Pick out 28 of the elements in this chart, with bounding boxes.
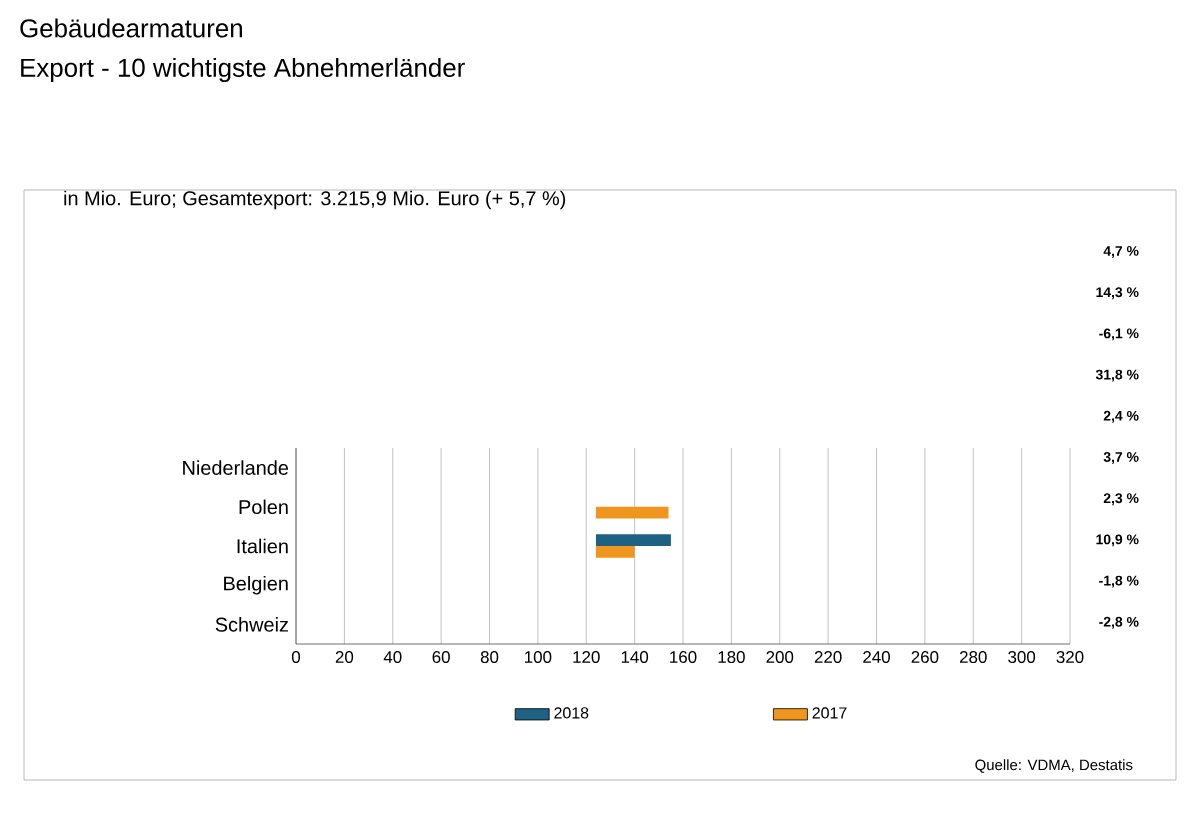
x-tick-label: 300 — [1008, 651, 1036, 664]
x-tick-label: 100 — [525, 651, 552, 664]
x-tick-label: 200 — [766, 651, 794, 664]
x-tick-label: 0 — [291, 651, 301, 664]
y-tick-label: Schweiz — [215, 617, 288, 632]
bar — [595, 534, 671, 546]
y-tick-label: Belgien — [224, 575, 288, 595]
x-tick-label: 160 — [670, 651, 697, 664]
y-tick-label: Polen — [239, 499, 288, 515]
x-tick-label: 80 — [480, 651, 499, 664]
bar — [595, 506, 669, 519]
x-tick-label: 260 — [911, 651, 939, 664]
x-tick-label: 20 — [335, 651, 354, 664]
y-tick-label: Niederlande — [183, 460, 289, 475]
x-tick-label: 180 — [718, 651, 745, 664]
y-tick-label: Italien — [237, 538, 288, 554]
x-tick-label: 40 — [383, 651, 402, 664]
x-tick-label: 220 — [814, 651, 842, 664]
x-tick-label: 120 — [573, 651, 600, 664]
x-tick-label: 140 — [621, 651, 649, 664]
chart-title: Gebäudearmaturen — [20, 18, 242, 38]
chart-subtitle: Export - 10 wichtigste Abnehmerländer — [21, 57, 465, 83]
bar — [595, 546, 635, 558]
x-tick-label: 320 — [1056, 651, 1084, 664]
x-tick-label: 240 — [863, 651, 890, 664]
text: in Mio. Euro; Gesamtexport: 3.215,9 Mio. Euro (+ 5,7 %) — [64, 190, 566, 210]
x-tick-label: 60 — [432, 651, 450, 664]
x-tick-label: 280 — [959, 651, 987, 664]
